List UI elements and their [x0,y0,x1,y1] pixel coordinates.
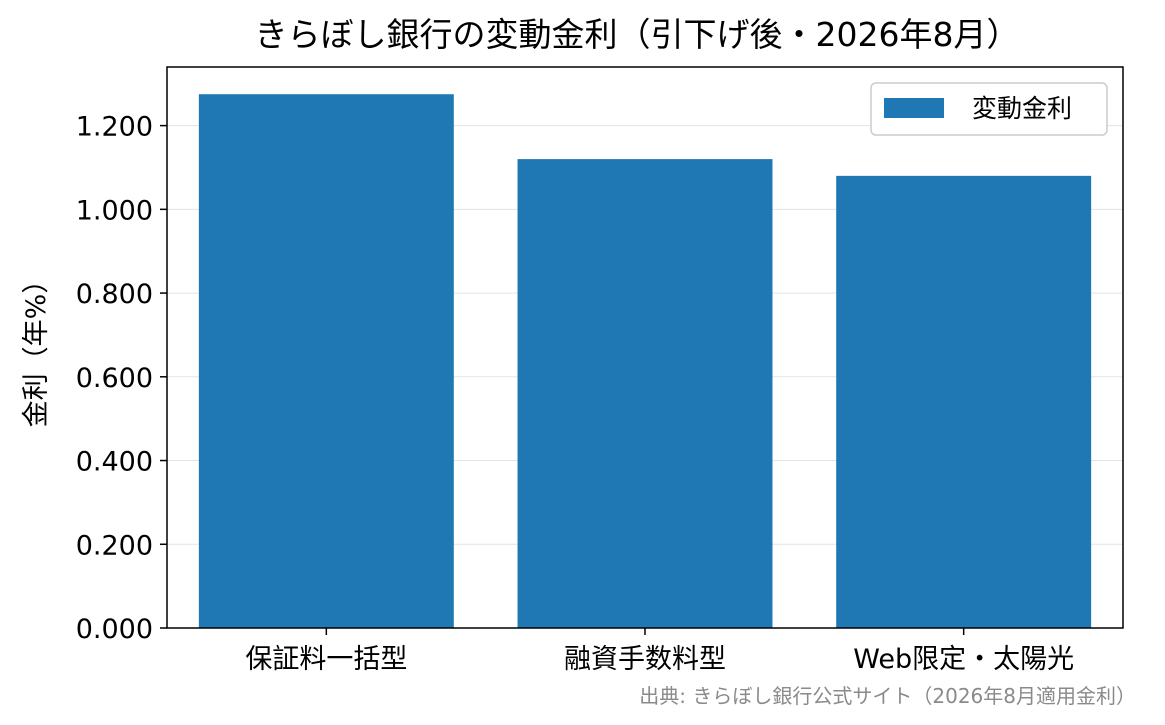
x-tick-label: 保証料一括型 [245,644,407,675]
legend-label: 変動金利 [972,94,1072,123]
y-axis-label: 金利（年%） [21,267,52,428]
x-axis: 保証料一括型 融資手数料型 Web限定・太陽光 [245,628,1074,675]
y-axis: 0.000 0.200 0.400 0.600 0.800 1.000 1.200 [76,112,167,645]
y-tick-label: 1.200 [76,112,153,143]
y-tick-label: 0.800 [76,279,153,310]
bar [517,159,773,628]
legend: 変動金利 [870,82,1108,136]
x-tick-label: 融資手数料型 [564,644,726,675]
y-tick-label: 0.200 [76,530,153,561]
y-tick-label: 1.000 [76,195,153,226]
y-tick-label: 0.400 [76,447,153,478]
legend-swatch [884,98,944,118]
bar [836,175,1092,628]
y-tick-label: 0.000 [76,614,153,645]
source-note: 出典: きらぼし銀行公式サイト（2026年8月適用金利） [639,684,1136,708]
legend-box [870,82,1108,136]
y-tick-label: 0.600 [76,363,153,394]
bar [198,94,454,628]
chart-title: きらぼし銀行の変動金利（引下げ後・2026年8月） [255,15,1020,54]
x-tick-label: Web限定・太陽光 [853,644,1074,675]
bars [198,94,1092,628]
